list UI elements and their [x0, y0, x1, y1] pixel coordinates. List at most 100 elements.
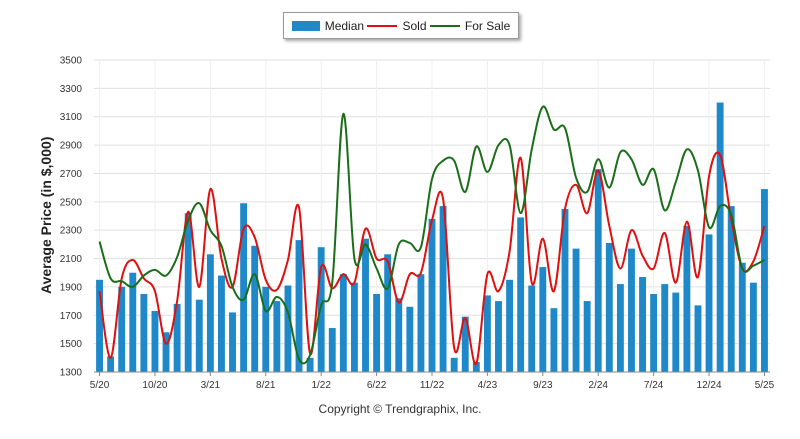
median-bar: [350, 282, 358, 372]
legend-swatch-sold: [367, 24, 398, 27]
median-bar: [761, 189, 768, 372]
y-tick-label: 1500: [60, 339, 83, 350]
y-tick-label: 1300: [60, 368, 83, 379]
y-tick-label: 1700: [60, 311, 83, 322]
x-tick-label: 11/22: [420, 380, 445, 391]
y-tick-label: 1900: [60, 282, 83, 293]
median-bar: [229, 312, 236, 372]
y-tick-label: 2300: [60, 226, 83, 237]
sold-line: [98, 151, 766, 365]
y-tick-label: 2500: [60, 197, 83, 208]
median-bar: [417, 274, 425, 372]
median-bar: [273, 301, 281, 372]
median-bar: [583, 301, 591, 372]
median-bar: [129, 272, 137, 372]
median-bar: [572, 248, 580, 372]
median-bar: [650, 294, 658, 372]
line-layer: [98, 105, 766, 365]
median-bar: [517, 217, 525, 372]
legend-item-for-sale: For Sale: [429, 18, 511, 33]
median-bar: [195, 299, 203, 372]
median-bar: [317, 247, 325, 372]
median-bar: [218, 275, 225, 372]
bar-layer: [96, 102, 768, 372]
x-tick-label: 3/21: [201, 380, 221, 391]
median-bar: [96, 279, 103, 372]
median-bar: [506, 279, 514, 372]
median-bar: [661, 284, 669, 372]
median-bar: [472, 362, 480, 372]
median-bar: [605, 242, 613, 372]
median-bar: [694, 305, 702, 372]
legend-item-sold: Sold: [367, 18, 427, 33]
median-bar: [727, 206, 735, 372]
median-bar: [705, 234, 713, 372]
for-sale-line: [98, 105, 765, 365]
x-tick-label: 12/24: [697, 380, 722, 391]
median-bar: [461, 316, 469, 372]
median-bar: [616, 284, 624, 372]
median-bar: [362, 238, 369, 372]
copyright-credit: Copyright © Trendgraphix, Inc.: [318, 402, 482, 416]
median-bar: [483, 295, 491, 372]
y-tick-label: 2900: [60, 141, 83, 152]
y-tick-label: 2100: [60, 254, 83, 265]
legend: Median Sold For Sale: [283, 12, 519, 39]
median-bar: [428, 218, 436, 372]
median-bar: [561, 208, 569, 372]
legend-swatch-median: [291, 20, 320, 31]
median-bar: [439, 206, 447, 372]
median-bar: [550, 308, 558, 372]
median-bar: [306, 357, 314, 372]
median-bar: [184, 213, 192, 372]
x-tick-label: 6/22: [367, 380, 387, 391]
median-bar: [373, 294, 381, 372]
median-bar: [262, 286, 270, 372]
x-tick-label: 4/23: [478, 380, 498, 391]
x-tick-label: 7/24: [644, 380, 664, 391]
x-tick-label: 2/24: [588, 380, 608, 391]
median-bar: [107, 356, 115, 372]
y-tick-label: 3500: [60, 56, 83, 67]
median-bar: [395, 298, 403, 372]
median-bar: [284, 285, 292, 372]
median-bar: [594, 169, 602, 372]
median-bar: [328, 328, 336, 372]
x-tick-label: 10/20: [142, 380, 167, 391]
median-bar: [406, 306, 414, 372]
median-bar: [240, 203, 248, 372]
median-bar: [683, 225, 691, 372]
median-bar: [749, 282, 757, 372]
x-tick-label: 1/22: [311, 380, 331, 391]
median-bar: [495, 301, 502, 372]
median-bar: [140, 294, 148, 372]
y-tick-label: 3100: [60, 112, 83, 123]
legend-swatch-for-sale: [429, 24, 460, 27]
x-tick-label: 9/23: [533, 380, 553, 391]
median-bar: [151, 311, 159, 372]
y-axis-label: Average Price (in $,000): [38, 136, 54, 294]
legend-item-median: Median: [291, 18, 365, 33]
median-bar: [295, 240, 303, 372]
legend-label-for-sale: For Sale: [464, 18, 511, 33]
median-bar: [251, 245, 259, 372]
y-tick-label: 3300: [60, 84, 83, 95]
y-tick-label: 2700: [60, 169, 83, 180]
median-bar: [628, 248, 635, 372]
median-bar: [339, 274, 347, 372]
x-tick-label: 5/25: [755, 380, 775, 391]
median-bar: [738, 262, 746, 372]
median-bar: [528, 285, 536, 372]
median-bar: [716, 102, 724, 372]
legend-label-median: Median: [324, 18, 365, 33]
median-bar: [672, 292, 680, 372]
median-bar: [162, 332, 170, 372]
median-bar: [118, 286, 126, 372]
axis-layer: 1300 1500 1700 1900 2100 2300 2500 2700 2900 3100…: [60, 56, 775, 392]
legend-label-sold: Sold: [402, 18, 427, 33]
median-bar: [639, 276, 646, 372]
median-bar: [539, 267, 547, 372]
x-tick-label: 5/20: [90, 380, 110, 391]
